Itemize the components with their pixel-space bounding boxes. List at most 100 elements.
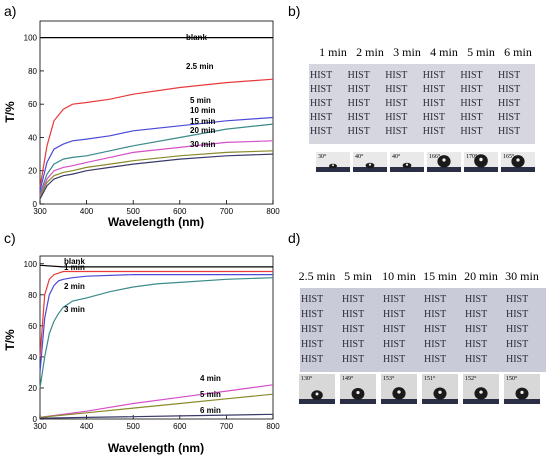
time-label-d: 20 min (464, 269, 498, 283)
hist-text-rows-d: HIST HIST HIST HIST HIST HIST HIST HIST HIST HIST… (301, 294, 528, 365)
chart-a-x-axis-title: Wavelength (nm) (108, 215, 204, 229)
hist-word-b: HIST (310, 126, 332, 137)
time-label-d: 30 min (505, 269, 539, 283)
chart-a-x-tick-label: 500 (127, 207, 141, 216)
chart-c-series-label: blank (64, 257, 85, 266)
contact-angle-d: 149° (342, 375, 354, 382)
hist-word-b: HIST (498, 84, 520, 95)
chart-c-series-line (39, 264, 273, 268)
chart-c-series-label: 4 min (200, 374, 221, 383)
droplets-d: 130° 149° 153° 151° 152° 150° (299, 374, 540, 404)
hist-word-b: HIST (385, 112, 407, 123)
droplets-b: 30° 40° 40° 166° 170° 165° (316, 152, 535, 172)
hist-word-d: HIST (506, 354, 528, 365)
hist-word-d: HIST (301, 354, 323, 365)
hist-word-d: HIST (424, 294, 446, 305)
droplet-highlight-d (356, 390, 360, 395)
chart-c-x-axis-title: Wavelength (nm) (108, 441, 204, 455)
substrate-d (340, 399, 376, 404)
hist-word-b: HIST (460, 126, 482, 137)
hist-word-d: HIST (301, 294, 323, 305)
chart-a-series-label: 10 min (190, 106, 215, 115)
droplet-highlight-b (479, 157, 483, 162)
hist-word-d: HIST (342, 354, 364, 365)
droplet-highlight-d (397, 390, 401, 394)
chart-a-series-line (39, 140, 274, 196)
substrate-b (390, 167, 424, 172)
hist-word-d: HIST (301, 324, 323, 335)
hist-word-b: HIST (385, 70, 407, 81)
substrate-d (381, 399, 417, 404)
contact-angle-b: 40° (392, 153, 401, 160)
chart-c-y-tick-label: 100 (24, 260, 38, 269)
substrate-d (299, 399, 335, 404)
time-labels-b: 1 min 2 min 3 min 4 min 5 min 6 min (319, 45, 532, 59)
chart-c-series-line (39, 270, 273, 357)
chart-a-series-line (39, 153, 274, 200)
chart-c-y-axis-title: T/% (3, 329, 17, 351)
photo-panel-d: HIST HIST HIST HIST HIST HIST HIST HIST HIST HIST… (299, 269, 546, 404)
hist-background-d (300, 288, 546, 372)
panel-label-a: a) (4, 3, 16, 19)
hist-word-d: HIST (383, 354, 405, 365)
contact-angle-b: 40° (355, 153, 364, 160)
chart-c-x-tick-label: 500 (127, 422, 141, 431)
substrate-b (316, 167, 350, 172)
hist-word-d: HIST (342, 294, 364, 305)
chart-a-x-tick-label: 300 (33, 207, 47, 216)
chart-c-series-line (39, 393, 274, 418)
hist-word-b: HIST (423, 112, 445, 123)
substrate-d (504, 399, 540, 404)
chart-c-y-tick-label: 0 (33, 415, 38, 424)
chart-a-y-tick-label: 60 (28, 100, 37, 109)
contact-angle-b: 30° (318, 153, 327, 160)
panel-label-b: b) (288, 3, 300, 19)
hist-word-b: HIST (460, 84, 482, 95)
hist-word-b: HIST (310, 112, 332, 123)
chart-c-series-label: 5 min (200, 390, 221, 399)
hist-word-b: HIST (385, 126, 407, 137)
hist-word-d: HIST (424, 309, 446, 320)
hist-word-b: HIST (310, 98, 332, 109)
hist-word-d: HIST (465, 324, 487, 335)
chart-a-series-line (39, 150, 274, 198)
hist-word-d: HIST (383, 339, 405, 350)
chart-a-series-label: 5 min (190, 96, 211, 105)
hist-word-b: HIST (498, 126, 520, 137)
hist-word-b: HIST (348, 112, 370, 123)
substrate-b (427, 167, 461, 172)
hist-word-b: HIST (460, 98, 482, 109)
time-label-b: 3 min (393, 45, 421, 59)
chart-a-y-tick-label: 40 (28, 133, 37, 142)
hist-word-d: HIST (342, 339, 364, 350)
chart-c-y-tick-label: 80 (28, 291, 37, 300)
hist-word-d: HIST (424, 324, 446, 335)
droplet-highlight-d (315, 392, 319, 396)
droplet-highlight-d (479, 390, 483, 394)
time-label-d: 5 min (344, 269, 372, 283)
chart-c-x-tick-label: 800 (266, 422, 280, 431)
substrate-b (501, 167, 535, 172)
hist-word-b: HIST (423, 84, 445, 95)
hist-word-b: HIST (498, 98, 520, 109)
time-label-b: 6 min (504, 45, 532, 59)
droplet-highlight-b (516, 158, 520, 162)
contact-angle-d: 152° (465, 375, 477, 382)
hist-word-b: HIST (348, 126, 370, 137)
droplet-highlight-b (332, 164, 334, 167)
droplet-highlight-b (368, 163, 372, 166)
photo-panel-b: HIST HIST HIST HIST HIST HIST HIST HIST HIST HIST… (309, 45, 535, 172)
hist-word-d: HIST (506, 294, 528, 305)
time-label-b: 2 min (356, 45, 384, 59)
hist-word-d: HIST (506, 324, 528, 335)
chart-a-frame (39, 20, 274, 205)
chart-a-x-ticks: 300 400 500 600 700 800 (33, 200, 280, 216)
contact-angle-d: 153° (383, 375, 395, 382)
chart-c-x-tick-label: 300 (33, 422, 47, 431)
chart-a-series-label: blank (186, 33, 207, 42)
chart-c-series-line (39, 277, 274, 389)
contact-angle-d: 150° (506, 375, 518, 382)
hist-word-b: HIST (498, 70, 520, 81)
